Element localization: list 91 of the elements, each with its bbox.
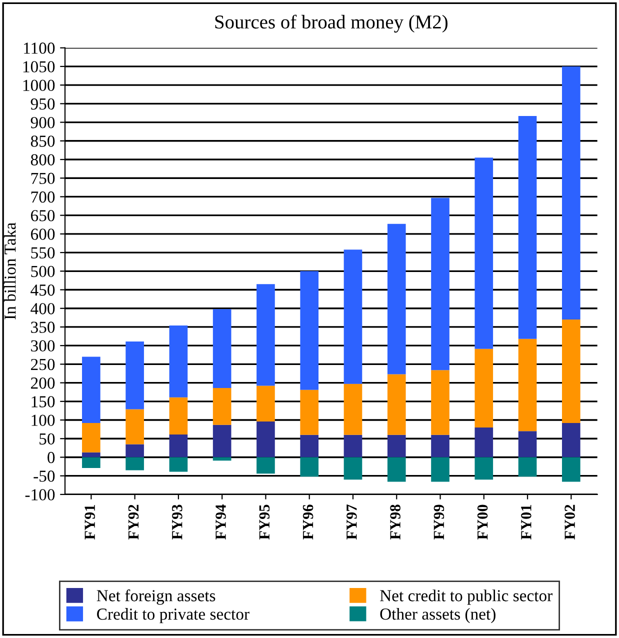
y-tick-label: 150 [32,396,55,408]
bar [387,374,406,435]
bar [387,434,406,458]
y-tick-label: 300 [31,340,55,352]
bar [300,457,319,477]
y-tick-label: 900 [30,116,55,128]
bar [518,116,537,339]
bar [256,422,275,458]
bar [82,452,100,458]
bar [562,320,580,423]
bar [169,457,188,472]
x-tick-label: FY01 [521,504,532,540]
y-tick-label: 450 [30,284,55,296]
bar [126,409,144,444]
bar [169,325,188,398]
y-axis-title: In billion Taka [4,222,16,320]
x-tick-label: FY02 [564,504,575,540]
y-tick-label: -100 [25,489,55,500]
bar [431,198,450,370]
y-tick-label: 100 [32,414,55,426]
y-tick-label: 500 [31,266,55,278]
bar [300,434,319,458]
x-tick-label: FY97 [346,504,357,540]
bar [562,66,580,320]
bar [474,457,494,480]
bar [169,397,188,435]
bar [344,384,362,435]
bar [518,457,537,477]
bar [431,434,450,458]
bar [474,348,494,428]
y-tick-label: 950 [30,98,55,110]
bar [518,431,537,458]
bar [169,434,188,458]
y-tick-label: 350 [31,322,55,333]
bar [387,224,406,374]
bar [562,457,580,482]
bar [474,427,494,458]
x-tick-label: FY93 [172,504,182,540]
bar [126,444,144,458]
x-tick-label: FY98 [390,504,400,540]
x-tick-label: FY95 [259,504,270,540]
bar [256,284,275,386]
bar [256,386,275,422]
bar [126,341,144,410]
y-tick-label: 50 [40,433,55,445]
x-tick-label: FY91 [84,504,95,540]
bar [518,338,537,432]
chart-title: Sources of broad money (M2) [215,14,448,33]
legend-label: Credit to private sector [97,608,250,624]
bar [82,457,100,468]
y-tick-label: 800 [30,154,55,166]
bar [82,422,100,452]
bar [212,388,232,425]
x-tick-label: FY99 [434,504,444,540]
legend-label: Net credit to public sector [380,590,552,605]
y-tick-label: 1050 [23,61,55,72]
y-tick-label: -50 [34,470,55,482]
y-tick-label: 200 [31,378,55,389]
y-tick-label: 400 [30,303,55,314]
bar [344,434,362,458]
y-tick-label: 600 [30,228,55,240]
bar [387,457,406,482]
y-tick-label: 750 [31,172,55,184]
x-tick-label: FY00 [477,504,488,540]
bar [82,356,100,423]
bar [344,250,362,384]
legend-label: Other assets (net) [380,608,496,624]
bar [344,457,362,480]
bar [212,309,232,388]
bar [562,422,580,458]
bar [212,424,232,458]
x-tick-label: FY96 [302,504,314,540]
x-tick-label: FY94 [216,504,226,540]
bar [126,457,144,470]
bar [474,158,494,349]
y-tick-label: 1000 [23,80,55,92]
y-tick-label: 850 [30,136,55,147]
y-tick-label: 250 [31,358,55,370]
y-tick-label: 650 [30,210,55,222]
legend-label: Net foreign assets [96,589,216,605]
x-tick-label: FY92 [128,504,139,540]
bar [256,457,275,474]
bar [431,370,450,435]
bar [212,457,232,461]
bar [300,390,319,435]
y-tick-label: 1100 [24,42,55,54]
bar [300,271,319,390]
y-tick-label: 550 [31,247,55,258]
bar [431,457,450,482]
y-tick-label: 0 [48,452,55,464]
y-tick-label: 700 [31,191,55,203]
